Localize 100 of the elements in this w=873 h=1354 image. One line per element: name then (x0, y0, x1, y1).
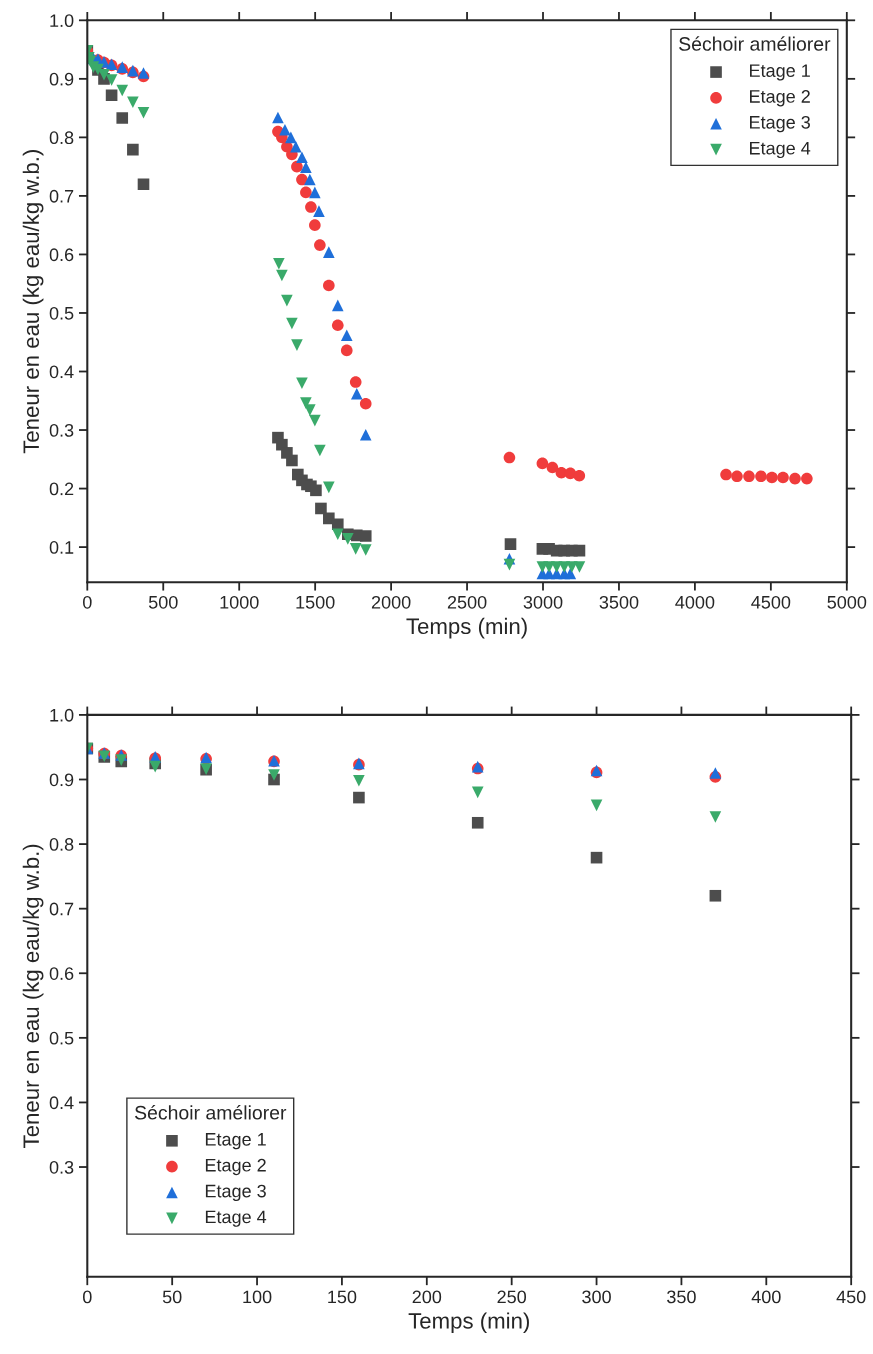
y-tick-label: 0.2 (49, 482, 74, 496)
x-tick-label: 500 (148, 595, 178, 609)
x-tick-label: 3000 (523, 595, 563, 609)
x-tick-label: 1000 (220, 595, 259, 609)
y-tick-label: 0.8 (49, 838, 74, 851)
point (300, 186, 312, 199)
point (504, 538, 517, 550)
legend-label: Etage 1 (750, 64, 810, 81)
point (349, 543, 362, 555)
point (536, 457, 549, 470)
point (801, 472, 813, 485)
x-tick-label: 200 (412, 1290, 442, 1304)
point (342, 533, 354, 545)
point (590, 851, 603, 864)
legend-label: Etage 3 (205, 1184, 266, 1201)
point (304, 173, 316, 186)
point (359, 428, 372, 441)
point (323, 481, 335, 494)
x-tick-label: 5000 (827, 595, 867, 609)
y-tick-label: 0.1 (49, 541, 74, 554)
point (309, 219, 321, 231)
point (709, 767, 722, 779)
point (720, 468, 732, 481)
point (137, 178, 150, 191)
point (137, 67, 150, 79)
point (743, 470, 755, 483)
point (296, 377, 308, 390)
point (105, 89, 118, 102)
point (309, 186, 321, 199)
x-tick-label: 0 (82, 595, 92, 609)
point (137, 106, 150, 119)
point (291, 339, 303, 351)
y-tick-label: 0.8 (49, 131, 74, 145)
x-tick-label: 300 (582, 1290, 611, 1304)
x-tick-label: 2000 (371, 595, 411, 609)
point (503, 558, 516, 571)
point (279, 123, 291, 136)
point (709, 811, 722, 823)
point (503, 451, 516, 464)
point (590, 799, 603, 812)
x-axis-title: Temps (min) (408, 1312, 529, 1334)
y-tick-label: 0.5 (49, 306, 74, 320)
point (350, 387, 363, 400)
legend-title: Séchoir améliorer (134, 1105, 287, 1120)
x-tick-label: 0 (82, 1290, 92, 1304)
point (546, 461, 559, 474)
point (323, 279, 335, 292)
y-tick-label: 0.3 (49, 423, 74, 437)
point (755, 470, 767, 483)
point (353, 774, 365, 787)
x-tick-label: 350 (667, 1290, 696, 1304)
point (359, 544, 372, 556)
point (564, 567, 577, 580)
point (359, 530, 372, 542)
point (331, 319, 344, 332)
point (281, 294, 293, 307)
x-tick-label: 4000 (675, 595, 715, 609)
point (268, 769, 280, 781)
point (291, 160, 303, 173)
legend-label: Etage 2 (205, 1158, 266, 1176)
point (290, 140, 302, 153)
point (304, 404, 316, 416)
point (331, 528, 344, 541)
x-tick-label: 1500 (296, 595, 335, 609)
y-tick-label: 1.0 (50, 708, 74, 722)
point (573, 561, 586, 573)
x-tick-label: 400 (751, 1290, 781, 1304)
y-tick-label: 0.4 (49, 365, 74, 379)
point (573, 469, 586, 482)
point (127, 143, 139, 156)
point (116, 112, 129, 124)
x-tick-label: 3500 (599, 595, 639, 609)
point (276, 269, 288, 282)
y-tick-label: 0.9 (49, 72, 74, 86)
legend-label: Etage 2 (750, 90, 810, 107)
legend-label: Etage 4 (750, 141, 811, 159)
point (777, 471, 789, 484)
point (309, 414, 321, 427)
y-tick-label: 0.9 (49, 773, 74, 787)
legend-label: Etage 4 (205, 1210, 267, 1227)
legend-label: Etage 1 (205, 1133, 266, 1150)
x-tick-label: 150 (328, 1290, 357, 1304)
point (127, 96, 139, 109)
x-tick-label: 2500 (447, 595, 487, 609)
point (789, 472, 801, 485)
y-tick-label: 0.7 (49, 902, 74, 916)
point (340, 329, 353, 342)
point (285, 131, 297, 144)
point (766, 471, 778, 484)
x-axis-title: Temps (min) (406, 617, 527, 639)
point (286, 454, 298, 467)
point (349, 376, 362, 388)
point (116, 84, 129, 97)
x-tick-label: 50 (162, 1290, 182, 1304)
point (313, 205, 325, 217)
point (471, 786, 484, 799)
y-tick-label: 0.5 (49, 1031, 74, 1045)
y-axis-title: Teneur en eau (kg eau/kg w.b.) (22, 844, 44, 1148)
x-tick-label: 100 (243, 1290, 272, 1304)
point (314, 444, 326, 457)
